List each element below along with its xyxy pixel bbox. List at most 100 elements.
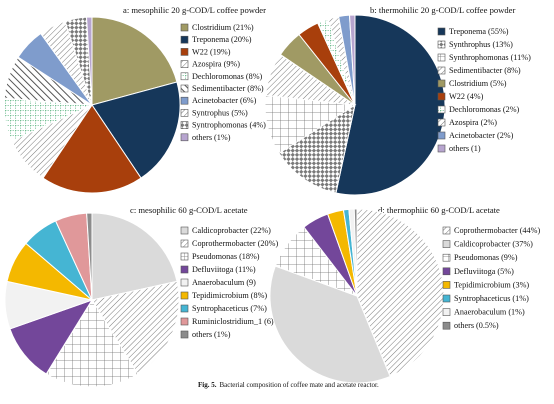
pie-d xyxy=(269,208,445,384)
legend-swatch xyxy=(437,144,446,153)
legend-label: Synthrophomonas (11%) xyxy=(449,53,531,62)
legend-label: Pseudomonas (18%) xyxy=(192,252,260,261)
legend-swatch xyxy=(437,40,446,49)
legend-swatch xyxy=(437,79,446,88)
legend-swatch xyxy=(180,291,189,300)
figure-caption: Fig. 5. Bacterial composition of coffee m… xyxy=(198,381,379,389)
legend-label: Clostridium (5%) xyxy=(449,79,507,88)
legend-label: Anaerobaculum (1%) xyxy=(454,308,525,317)
pie-slice xyxy=(85,16,93,106)
legend-a: Clostridium (21%) Treponema (20%) W22 (19%… xyxy=(180,23,266,142)
pie-slice xyxy=(42,104,142,194)
legend-swatch xyxy=(180,239,189,248)
legend-label: Tepidimicrobium (8%) xyxy=(192,291,267,300)
pie-slice xyxy=(278,103,356,194)
legend-c: Caldicoprobacter (22%) Coprothermobacter … xyxy=(180,226,278,339)
legend-swatch xyxy=(180,133,189,142)
legend-label: Defluviitoga (11%) xyxy=(192,265,256,274)
legend-swatch xyxy=(442,308,451,316)
pie-slice xyxy=(335,14,446,196)
legend-label: Acinetobacter (2%) xyxy=(449,131,514,140)
pie-slice xyxy=(356,208,445,378)
pie-slice xyxy=(86,212,93,301)
legend-label: Syntrophomonas (4%) xyxy=(192,121,266,130)
legend-swatch xyxy=(437,131,446,140)
legend-label: others (1%) xyxy=(192,133,231,142)
legend-label: Syntrophaceticus (1%) xyxy=(454,294,529,303)
pie-slice xyxy=(91,16,178,106)
legend-label: Treponema (55%) xyxy=(449,27,509,36)
pie-c xyxy=(4,212,180,388)
legend-swatch xyxy=(180,252,189,261)
legend-swatch xyxy=(180,109,189,117)
legend-swatch xyxy=(442,267,451,276)
legend-swatch xyxy=(442,253,451,262)
legend-label: Azospira (9%) xyxy=(192,60,240,69)
legend-label: Syntrophus (5%) xyxy=(192,108,248,117)
legend-label: Caldicoprobacter (22%) xyxy=(192,226,271,235)
legend-swatch xyxy=(180,23,189,32)
legend-swatch xyxy=(180,96,189,105)
legend-label: W22 (19%) xyxy=(192,47,231,56)
legend-d: Coprothermobacter (44%) Caldicoprobacter … xyxy=(442,226,540,330)
legend-label: Clostridium (21%) xyxy=(192,23,254,32)
chart-title: b: thermohilic 20 g-COD/L coffee powder xyxy=(370,5,515,15)
legend-label: Defluviitoga (5%) xyxy=(454,267,514,276)
chart-title: c: mesophilic 60 g-COD/L acetate xyxy=(130,205,248,215)
panel-d: d: thermophiic 60 g-COD/L acetate Coprot… xyxy=(269,205,540,384)
legend-swatch xyxy=(442,321,451,330)
legend-label: Dechloromonas (2%) xyxy=(449,105,520,114)
legend-label: Syntrophaceticus (7%) xyxy=(192,304,267,313)
legend-swatch xyxy=(437,53,446,62)
pie-slice xyxy=(348,14,356,106)
legend-label: Coprothermobacter (44%) xyxy=(454,226,540,235)
legend-swatch xyxy=(180,72,189,81)
pie-slice xyxy=(91,212,178,301)
legend-label: Synthrophus (13%) xyxy=(449,40,513,49)
caption-text: Fig. 5. Bacterial composition of coffee m… xyxy=(198,381,379,389)
legend-label: Dechloromonas (8%) xyxy=(192,72,263,81)
legend-swatch xyxy=(180,35,189,44)
legend-swatch xyxy=(442,240,451,248)
legend-swatch xyxy=(180,330,189,339)
panel-c: c: mesophilic 60 g-COD/L acetate Caldico… xyxy=(4,205,278,388)
panel-b: b: thermohilic 20 g-COD/L coffee powder … xyxy=(264,5,531,196)
legend-swatch xyxy=(180,121,189,129)
legend-label: Ruminiclostridium_1 (6) xyxy=(192,317,274,326)
legend-label: Coprothermobacter (20%) xyxy=(192,239,278,248)
caption-body: Bacterial composition of coffee mate and… xyxy=(219,381,378,389)
pie-slice xyxy=(91,280,180,375)
legend-label: Anaerobaculum (9) xyxy=(192,278,256,287)
legend-swatch xyxy=(180,278,189,287)
legend-label: Sedimentibacter (8%) xyxy=(192,84,264,93)
legend-swatch xyxy=(180,265,189,274)
legend-swatch xyxy=(437,105,446,114)
legend-label: Caldicoprobacter (37%) xyxy=(454,240,533,249)
legend-swatch xyxy=(180,84,189,93)
legend-swatch xyxy=(180,304,189,313)
legend-label: Tepidimicrobium (3%) xyxy=(454,280,529,289)
panel-a: a: mesophilic 20 g-COD/L coffee powder C… xyxy=(3,5,266,194)
legend-label: others (0.5%) xyxy=(454,321,499,330)
legend-label: Pseudomonas (9%) xyxy=(454,253,518,262)
legend-swatch xyxy=(437,92,446,101)
legend-swatch xyxy=(437,27,446,36)
legend-label: others (1) xyxy=(449,144,481,153)
pie-slice xyxy=(353,208,358,297)
legend-label: Treponema (20%) xyxy=(192,35,252,44)
legend-label: Azospira (2%) xyxy=(449,118,497,127)
legend-swatch xyxy=(442,294,451,303)
legend-label: Sedimentibacter (8%) xyxy=(449,66,521,75)
caption-label: Fig. 5. xyxy=(198,381,217,389)
legend-label: Acinetobacter (6%) xyxy=(192,96,257,105)
legend-swatch xyxy=(180,317,189,326)
legend-swatch xyxy=(442,226,451,235)
pie-slice xyxy=(269,265,391,384)
pie-a xyxy=(3,16,181,194)
legend-swatch xyxy=(180,60,189,68)
legend-label: W22 (4%) xyxy=(449,92,484,101)
chart-title: d: thermophiic 60 g-COD/L acetate xyxy=(378,205,500,215)
legend-swatch xyxy=(180,48,189,56)
pie-slice xyxy=(91,81,181,179)
